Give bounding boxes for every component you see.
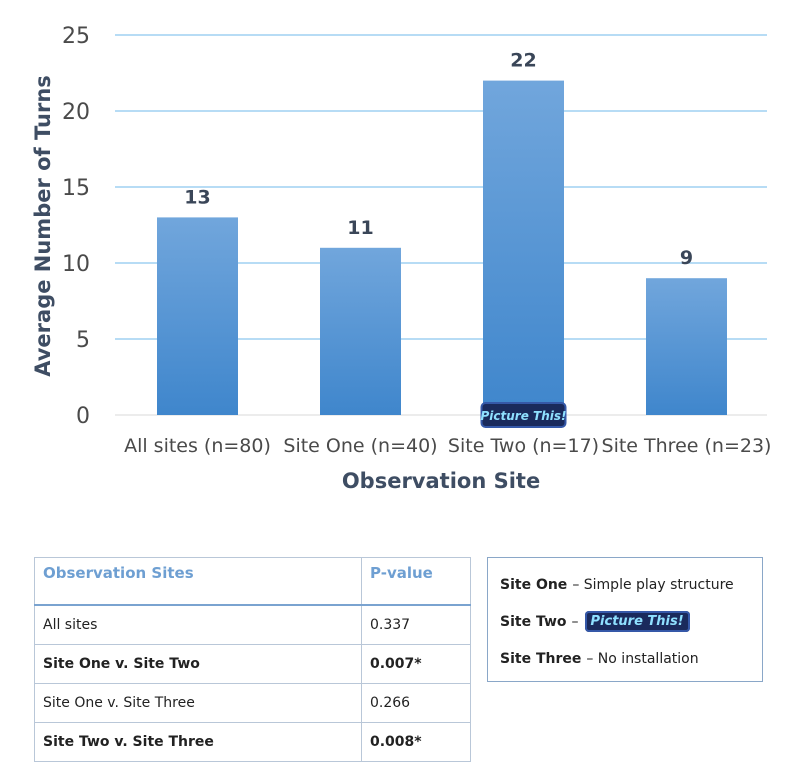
table-row: Site One v. Site Two 0.007* bbox=[34, 644, 471, 684]
table-header-row: Observation Sites P-value bbox=[34, 557, 471, 606]
row-site: Site One v. Site Two bbox=[34, 644, 362, 684]
row-p-value: 0.266 bbox=[361, 683, 471, 723]
y-tick-label: 20 bbox=[62, 100, 90, 125]
row-p-value: 0.007* bbox=[361, 644, 471, 684]
data-labels: 13 11 22 9 bbox=[184, 50, 693, 270]
data-label: 11 bbox=[347, 217, 373, 239]
bar bbox=[483, 80, 564, 415]
picture-this-badge: Picture This! bbox=[480, 402, 567, 428]
y-tick-label: 25 bbox=[62, 24, 90, 49]
x-tick-label: Site Three (n=23) bbox=[602, 435, 772, 457]
table-row: Site One v. Site Three 0.266 bbox=[34, 683, 471, 723]
y-tick-label: 5 bbox=[76, 328, 90, 353]
data-label: 22 bbox=[510, 50, 536, 72]
picture-this-logo: Picture This! bbox=[584, 611, 690, 632]
badge-text: Picture This! bbox=[481, 409, 567, 423]
y-axis-title: Average Number of Turns bbox=[31, 75, 55, 377]
row-site: Site One v. Site Three bbox=[34, 683, 362, 723]
x-tick-label: All sites (n=80) bbox=[124, 435, 271, 457]
p-value-table: Observation Sites P-value All sites 0.33… bbox=[34, 557, 471, 762]
badge-background bbox=[480, 402, 567, 428]
bar bbox=[157, 217, 238, 415]
y-tick-label: 0 bbox=[76, 404, 90, 429]
row-p-value: 0.337 bbox=[361, 604, 471, 645]
site-legend: Site One – Simple play structure Site Tw… bbox=[487, 557, 763, 682]
legend-site-three-desc: – No installation bbox=[586, 650, 699, 667]
legend-site-one: Site One – Simple play structure bbox=[500, 566, 750, 603]
x-axis-categories: All sites (n=80) Site One (n=40) Site Two … bbox=[124, 435, 771, 457]
row-p-value: 0.008* bbox=[361, 722, 471, 762]
legend-site-one-name: Site One bbox=[500, 576, 568, 593]
table-row: All sites 0.337 bbox=[34, 604, 471, 645]
bar bbox=[646, 278, 727, 415]
legend-site-three-name: Site Three bbox=[500, 650, 582, 667]
header-observation-sites: Observation Sites bbox=[34, 557, 362, 606]
legend-site-one-desc: – Simple play structure bbox=[572, 576, 734, 593]
legend-site-three: Site Three – No installation bbox=[500, 640, 750, 677]
y-tick-label: 10 bbox=[62, 252, 90, 277]
bar bbox=[320, 247, 401, 415]
header-p-value: P-value bbox=[361, 557, 471, 606]
legend-site-two-name: Site Two bbox=[500, 613, 567, 630]
row-site: Site Two v. Site Three bbox=[34, 722, 362, 762]
y-tick-label: 15 bbox=[62, 176, 90, 201]
y-axis-ticks: 0 5 10 15 20 25 bbox=[62, 24, 90, 429]
row-site: All sites bbox=[34, 604, 362, 645]
data-label: 13 bbox=[184, 186, 210, 208]
data-label: 9 bbox=[680, 247, 693, 269]
bars bbox=[157, 80, 727, 415]
bar-chart: 0 5 10 15 20 25 13 11 22 9 All sites (n=80) Site … bbox=[31, 24, 771, 493]
legend-site-two: Site Two – Picture This! bbox=[500, 603, 750, 640]
x-axis-title: Observation Site bbox=[342, 469, 540, 493]
x-tick-label: Site One (n=40) bbox=[283, 435, 437, 457]
x-tick-label: Site Two (n=17) bbox=[448, 435, 599, 457]
legend-site-two-desc: – bbox=[571, 613, 579, 630]
table-row: Site Two v. Site Three 0.008* bbox=[34, 722, 471, 762]
